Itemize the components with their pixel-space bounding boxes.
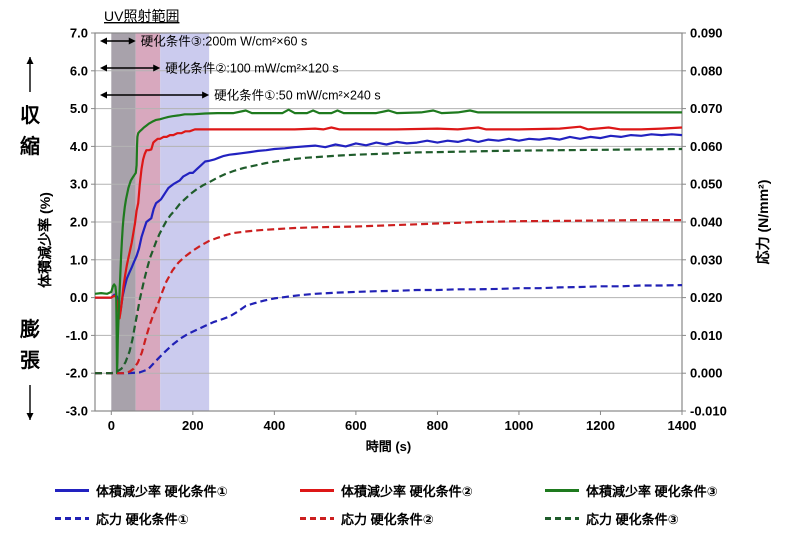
x-tick-label-1400: 1400 <box>668 418 697 433</box>
legend-row-1: 体積減少率 硬化条件① 体積減少率 硬化条件② 体積減少率 硬化条件③ <box>0 477 796 503</box>
legend-item-volume-cond1: 体積減少率 硬化条件① <box>55 477 228 503</box>
solid-line-swatch-icon <box>300 488 334 492</box>
series-4 <box>95 284 683 375</box>
yr-tick-label-0.080: 0.080 <box>690 63 723 78</box>
yr-tick-label-0.020: 0.020 <box>690 290 723 305</box>
yl-tick-label-0.0: 0.0 <box>70 290 88 305</box>
caption-shrink: 収 <box>20 104 41 127</box>
legend-label: 応力 硬化条件③ <box>586 511 679 527</box>
legend-item-volume-cond2: 体積減少率 硬化条件② <box>300 477 473 503</box>
yl-tick-label-7.0: 7.0 <box>70 26 88 41</box>
y-left-axis-title: 体積減少率 (%) <box>37 192 53 288</box>
annotation-cond-3: 硬化条件③:200m W/cm²×60 s <box>141 35 307 49</box>
legend-label: 体積減少率 硬化条件② <box>341 483 473 499</box>
caption-expand: 張 <box>20 349 41 372</box>
chart-title: UV照射範囲 <box>104 8 179 24</box>
yl-tick-label-5.0: 5.0 <box>70 101 88 116</box>
x-tick-label-800: 800 <box>427 418 449 433</box>
series-6 <box>95 147 683 375</box>
yr-tick-label--0.010: -0.010 <box>690 404 727 419</box>
x-tick-label-200: 200 <box>182 418 204 433</box>
x-tick-label-0: 0 <box>108 418 115 433</box>
dashed-line-swatch-icon <box>300 516 334 520</box>
series-2 <box>95 125 683 320</box>
caption-expand: 膨 <box>19 317 40 341</box>
x-tick-label-1200: 1200 <box>586 418 615 433</box>
yl-tick-label--1.0: -1.0 <box>66 328 88 343</box>
legend-item-stress-cond1: 応力 硬化条件① <box>55 505 189 531</box>
annotation-cond-2: 硬化条件②:100 mW/cm²×120 s <box>165 62 338 76</box>
yr-tick-label-0.040: 0.040 <box>690 215 723 230</box>
yl-tick-label--2.0: -2.0 <box>66 366 88 381</box>
yr-tick-label-0.060: 0.060 <box>690 139 723 154</box>
series-1 <box>95 133 683 316</box>
yl-tick-label-6.0: 6.0 <box>70 63 88 78</box>
yr-tick-label-0.010: 0.010 <box>690 328 723 343</box>
solid-line-swatch-icon <box>545 488 579 492</box>
yl-tick-label-2.0: 2.0 <box>70 215 88 230</box>
legend-label: 応力 硬化条件① <box>96 511 189 527</box>
x-tick-label-1000: 1000 <box>504 418 533 433</box>
uv-arrow-1-head-right <box>128 37 136 45</box>
uv-arrow-2-head-right <box>153 64 161 72</box>
series-5 <box>95 219 682 375</box>
y-right-axis-title: 応力 (N/mm²) <box>755 180 771 265</box>
legend-label: 体積減少率 硬化条件① <box>96 483 228 499</box>
dashed-line-swatch-icon <box>545 516 579 520</box>
uv-arrow-2-head-left <box>100 64 107 72</box>
yr-tick-label-0.070: 0.070 <box>690 101 723 116</box>
expand-direction-arrow-icon-head <box>26 413 34 420</box>
legend-item-stress-cond3: 応力 硬化条件③ <box>545 505 679 531</box>
series-3 <box>94 108 682 375</box>
yl-tick-label-4.0: 4.0 <box>70 139 88 154</box>
yr-tick-label-0.030: 0.030 <box>690 252 723 267</box>
legend-label: 体積減少率 硬化条件③ <box>586 483 718 499</box>
legend-label: 応力 硬化条件② <box>341 511 434 527</box>
yl-tick-label--3.0: -3.0 <box>66 404 88 419</box>
legend-row-2: 応力 硬化条件① 応力 硬化条件② 応力 硬化条件③ <box>0 505 796 531</box>
yl-tick-label-3.0: 3.0 <box>70 177 88 192</box>
uv-arrow-3-head-left <box>100 91 107 99</box>
uv-arrow-3-head-right <box>202 91 210 99</box>
yr-tick-label-0.000: 0.000 <box>690 366 723 381</box>
shrink-direction-arrow-icon-head <box>26 57 34 64</box>
yr-tick-label-0.050: 0.050 <box>690 177 723 192</box>
yl-tick-label-1.0: 1.0 <box>70 252 88 267</box>
legend-item-volume-cond3: 体積減少率 硬化条件③ <box>545 477 718 503</box>
uv-arrow-1-head-left <box>100 37 107 45</box>
dashed-line-swatch-icon <box>55 516 89 520</box>
x-tick-label-600: 600 <box>345 418 367 433</box>
solid-line-swatch-icon <box>55 488 89 492</box>
annotation-cond-1: 硬化条件①:50 mW/cm²×240 s <box>214 89 380 103</box>
x-tick-label-400: 400 <box>264 418 286 433</box>
legend-item-stress-cond2: 応力 硬化条件② <box>300 505 434 531</box>
yr-tick-label-0.090: 0.090 <box>690 26 723 41</box>
caption-shrink: 縮 <box>20 134 40 158</box>
chart-canvas: 0 200 400 600 800 1000 1200 1400 時間 (s) 7.0 6.0 5.0… <box>19 8 771 454</box>
x-axis-title: 時間 (s) <box>366 439 412 454</box>
